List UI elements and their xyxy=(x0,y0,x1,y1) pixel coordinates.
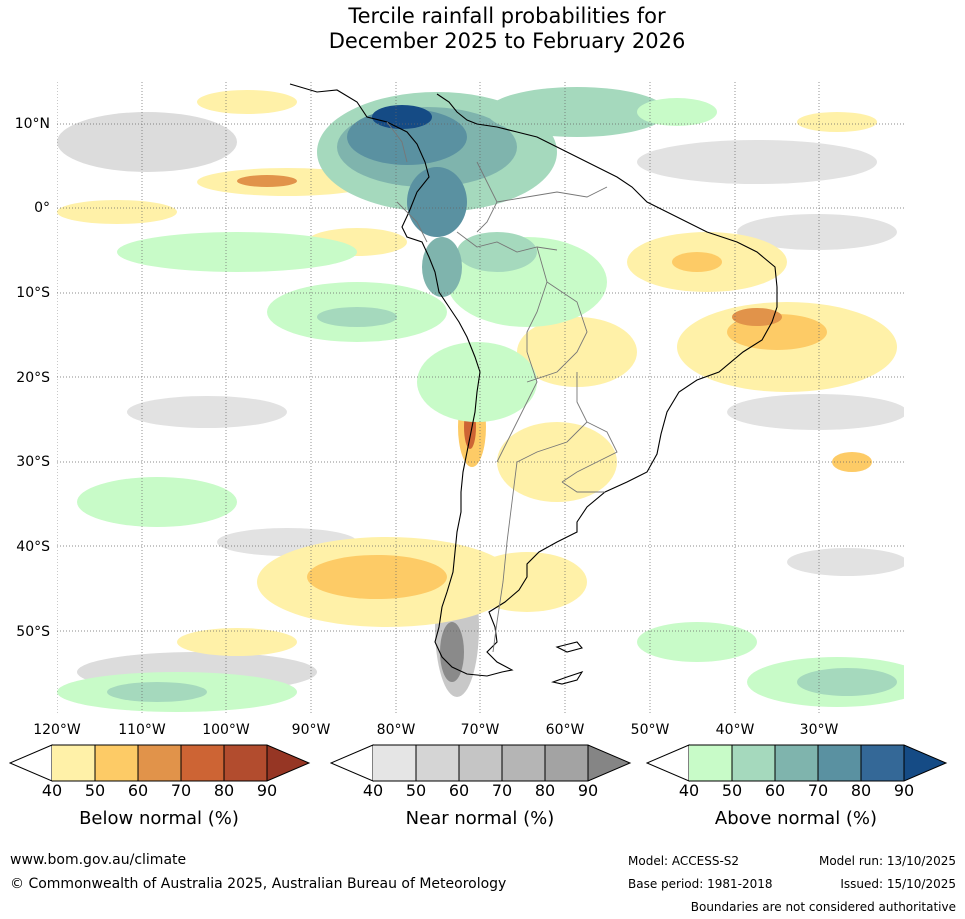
cbar-above-tick-60: 60 xyxy=(764,781,786,800)
map-title: Tercile rainfall probabilities for Decem… xyxy=(0,4,965,54)
cbar-near-swatch-1 xyxy=(373,745,416,781)
cbar-near-tick-40: 40 xyxy=(362,781,384,800)
lat-label-40s: 40°S xyxy=(16,539,50,555)
website-link[interactable]: www.bom.gov.au/climate xyxy=(10,852,187,868)
cbar-below-swatch-2 xyxy=(95,745,138,781)
cbar-near-min-arrow xyxy=(330,744,374,782)
cbar-above-max-arrow xyxy=(904,745,946,781)
cbar-below-title: Below normal (%) xyxy=(79,808,239,829)
graticule xyxy=(57,82,904,715)
cbar-near-title: Near normal (%) xyxy=(405,808,555,829)
cbar-below-tick-70: 70 xyxy=(170,781,192,800)
lon-label-90w: 90°W xyxy=(291,722,331,738)
cbar-below-swatch-5 xyxy=(224,745,267,781)
cbar-above-tick-90: 90 xyxy=(893,781,915,800)
disclaimer-text: Boundaries are not considered authoritat… xyxy=(690,900,956,914)
cbar-below-max-arrow xyxy=(267,745,309,781)
cbar-below-swatch-3 xyxy=(138,745,181,781)
cbar-above-tick-40: 40 xyxy=(678,781,700,800)
cbar-near-swatch-4 xyxy=(502,745,545,781)
title-line-1: Tercile rainfall probabilities for xyxy=(348,4,666,28)
cbar-above-swatch-5 xyxy=(861,745,904,781)
lon-label-70w: 70°W xyxy=(460,722,500,738)
cbar-near-tick-60: 60 xyxy=(448,781,470,800)
country-boundaries xyxy=(386,121,618,653)
model-text: Model: ACCESS-S2 xyxy=(628,854,740,868)
lon-label-80w: 80°W xyxy=(376,722,416,738)
model-run-text: Model run: 13/10/2025 xyxy=(818,854,956,868)
cbar-near-tick-90: 90 xyxy=(577,781,599,800)
cbar-near-tick-80: 80 xyxy=(534,781,556,800)
lon-label-30w: 30°W xyxy=(799,722,839,738)
lat-label-50s: 50°S xyxy=(16,624,50,640)
colorbar-below-normal xyxy=(9,744,311,782)
cbar-below-swatch-1 xyxy=(52,745,95,781)
probability-field xyxy=(57,87,904,712)
copyright-text: © Commonwealth of Australia 2025, Austra… xyxy=(10,876,507,892)
lon-label-120w: 120°W xyxy=(33,722,81,738)
cbar-near-max-arrow xyxy=(588,745,630,781)
cbar-near-swatch-2 xyxy=(416,745,459,781)
lat-label-10n: 10°N xyxy=(14,116,50,132)
title-line-2: December 2025 to February 2026 xyxy=(328,29,686,53)
colorbar-above-normal xyxy=(646,744,948,782)
cbar-above-swatch-4 xyxy=(818,745,861,781)
colorbar-near-normal xyxy=(330,744,632,782)
cbar-above-tick-80: 80 xyxy=(850,781,872,800)
cbar-below-tick-90: 90 xyxy=(256,781,278,800)
cbar-above-swatch-3 xyxy=(775,745,818,781)
cbar-above-tick-70: 70 xyxy=(807,781,829,800)
cbar-above-swatch-1 xyxy=(689,745,732,781)
cbar-above-title: Above normal (%) xyxy=(714,808,878,829)
map-canvas xyxy=(57,82,904,715)
cbar-below-tick-50: 50 xyxy=(84,781,106,800)
cbar-near-swatch-5 xyxy=(545,745,588,781)
cbar-above-tick-50: 50 xyxy=(721,781,743,800)
lon-label-110w: 110°W xyxy=(118,722,166,738)
cbar-below-swatch-4 xyxy=(181,745,224,781)
lon-label-60w: 60°W xyxy=(545,722,585,738)
cbar-above-swatch-2 xyxy=(732,745,775,781)
cbar-near-swatch-3 xyxy=(459,745,502,781)
cbar-below-tick-40: 40 xyxy=(41,781,63,800)
cbar-above-min-arrow xyxy=(646,744,690,782)
coastline xyxy=(289,83,778,685)
cbar-below-tick-60: 60 xyxy=(127,781,149,800)
lat-label-10s: 10°S xyxy=(16,285,50,301)
lat-label-0: 0° xyxy=(34,200,50,216)
cbar-near-tick-70: 70 xyxy=(491,781,513,800)
issued-text: Issued: 15/10/2025 xyxy=(840,877,956,891)
lon-label-40w: 40°W xyxy=(715,722,755,738)
cbar-below-min-arrow xyxy=(9,744,53,782)
lat-label-20s: 20°S xyxy=(16,370,50,386)
lon-label-100w: 100°W xyxy=(202,722,250,738)
lon-label-50w: 50°W xyxy=(630,722,670,738)
cbar-near-tick-50: 50 xyxy=(405,781,427,800)
cbar-below-tick-80: 80 xyxy=(213,781,235,800)
lat-label-30s: 30°S xyxy=(16,454,50,470)
base-period-text: Base period: 1981-2018 xyxy=(628,877,773,891)
probability-map xyxy=(57,82,904,715)
